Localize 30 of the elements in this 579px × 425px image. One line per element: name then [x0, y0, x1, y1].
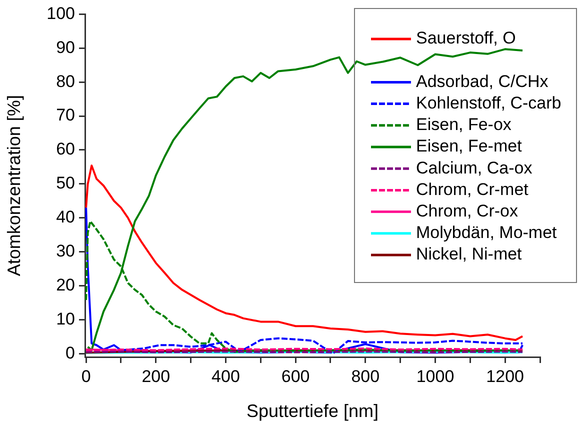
y-tick-label: 100 [46, 4, 75, 23]
x-tick-label: 200 [142, 366, 170, 386]
x-axis-title: Sputtertiefe [nm] [246, 401, 379, 422]
legend-label: Eisen, Fe-met [416, 136, 522, 156]
legend-label: Chrom, Cr-ox [416, 201, 519, 220]
x-tick-label: 1000 [416, 366, 454, 386]
legend-label: Nickel, Ni-met [416, 244, 522, 264]
y-tick-label: 40 [56, 208, 75, 227]
legend-label: Molybdän, Mo-met [416, 223, 558, 242]
x-tick-label: 800 [351, 366, 380, 386]
legend-label: Sauerstoff, O [416, 28, 516, 48]
y-tick-label: 80 [56, 72, 75, 91]
legend-label: Eisen, Fe-ox [416, 115, 512, 134]
legend-label: Chrom, Cr-met [416, 180, 529, 199]
legend-label: Adsorbad, C/CHx [416, 72, 549, 91]
y-tick-label: 20 [56, 275, 75, 294]
legend-label: Calcium, Ca-ox [416, 158, 533, 178]
y-tick-label: 90 [56, 38, 75, 57]
x-tick-label: 400 [212, 366, 240, 386]
y-tick-label: 50 [56, 174, 75, 193]
y-tick-label: 10 [56, 309, 75, 328]
y-axis-title: Atomkonzentration [%] [4, 95, 24, 276]
y-tick-label: 70 [56, 106, 75, 125]
y-tick-label: 60 [56, 140, 75, 159]
legend-label: Kohlenstoff, C-carb [416, 93, 562, 112]
x-tick-label: 1200 [486, 366, 524, 386]
x-tick-label: 0 [81, 366, 91, 386]
y-tick-label: 30 [56, 241, 75, 260]
y-tick-label: 0 [66, 343, 75, 362]
x-tick-label: 600 [281, 366, 310, 386]
